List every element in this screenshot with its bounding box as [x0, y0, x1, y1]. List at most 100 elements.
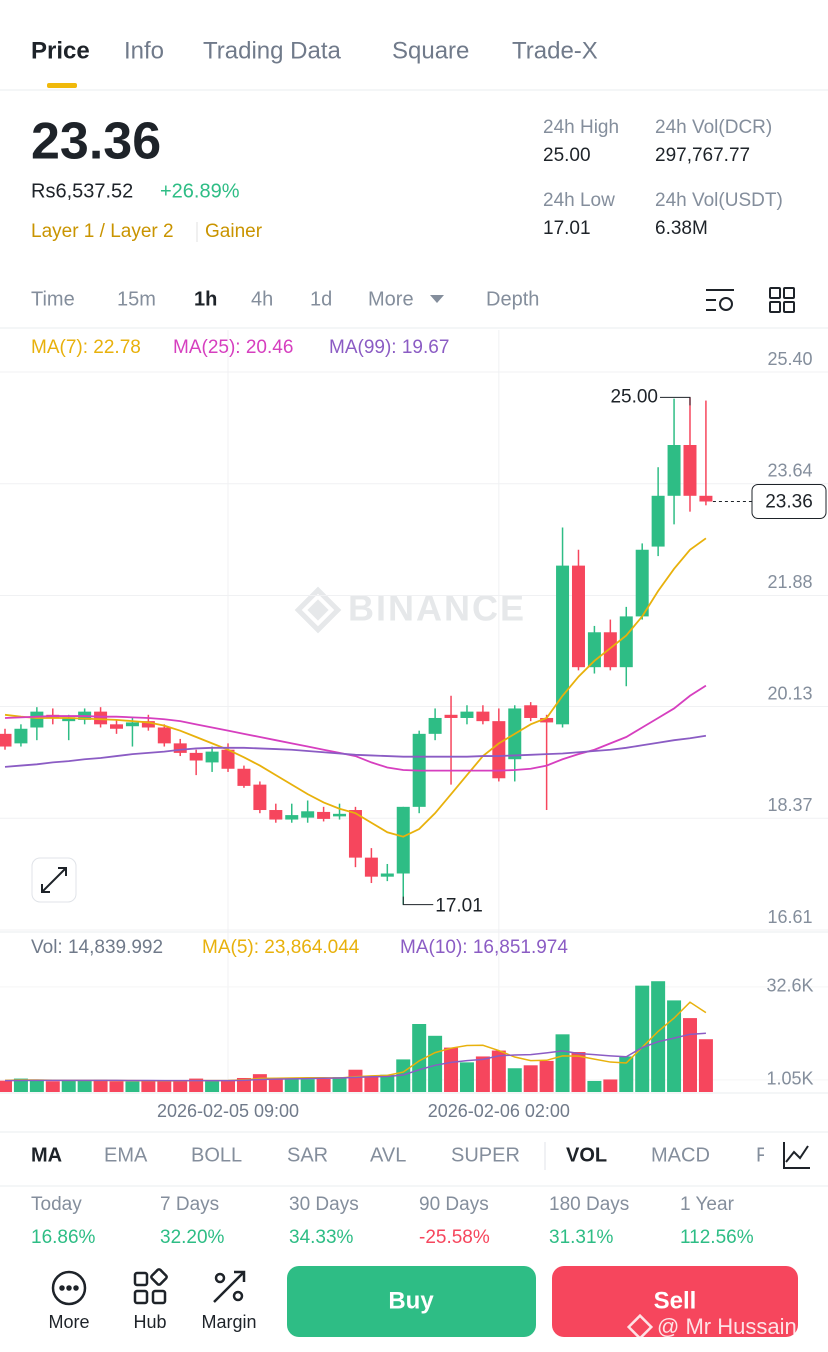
low-label: 17.01	[435, 896, 483, 917]
tag[interactable]: Gainer	[205, 221, 263, 242]
candle-body	[110, 724, 124, 729]
volume-bar	[539, 1060, 554, 1092]
low-marker	[402, 896, 434, 906]
candle-body	[62, 717, 76, 722]
volume-bar	[364, 1075, 379, 1092]
more-icon[interactable]	[51, 1270, 87, 1306]
ma-line	[4, 734, 707, 768]
last-price-box	[751, 484, 827, 520]
last-price-label: 23.36	[765, 492, 813, 513]
watermark: @ Mr Hussain	[626, 1314, 797, 1341]
candle-body	[428, 717, 442, 734]
sell-label[interactable]: Sell	[654, 1287, 697, 1314]
volume-bar	[428, 1035, 443, 1092]
volume-bar	[635, 985, 650, 1092]
volume-bar	[571, 1052, 586, 1092]
candle-body	[635, 549, 649, 617]
volume-bar	[348, 1069, 363, 1092]
volume-bar	[77, 1080, 92, 1092]
period-label: 1 Year	[680, 1194, 735, 1215]
hub-icon[interactable]	[133, 1268, 168, 1305]
legend-entry: MA(5): 23,864.044	[202, 937, 360, 958]
tab[interactable]: Square	[392, 37, 469, 64]
candle-body	[269, 810, 283, 820]
tab[interactable]: Trade-X	[512, 37, 598, 64]
candle-body	[444, 714, 458, 718]
tab[interactable]: Info	[124, 37, 164, 64]
volume-bar	[61, 1080, 76, 1092]
indicator[interactable]: EMA	[104, 1144, 148, 1166]
layout-icon[interactable]	[769, 287, 795, 313]
fiat-price: Rs6,537.52	[31, 180, 133, 202]
interval[interactable]: Time	[31, 288, 75, 310]
candle-body	[30, 711, 44, 728]
stat-label: 24h Vol(USDT)	[655, 190, 783, 211]
volume-bar	[475, 1056, 490, 1092]
candle-body	[476, 711, 490, 722]
legend-entry: MA(99): 19.67	[329, 337, 449, 358]
legend-entry: MA(10): 16,851.974	[400, 937, 568, 958]
candle-body	[699, 495, 713, 502]
period-change: 32.20%	[160, 1227, 225, 1248]
tag[interactable]: Layer 1 / Layer 2	[31, 221, 174, 242]
interval[interactable]: More	[368, 288, 414, 310]
stat-label: 24h Low	[543, 190, 615, 211]
candle-body	[556, 565, 570, 725]
indicator[interactable]: SUPER	[451, 1144, 520, 1166]
volume-bar	[300, 1079, 315, 1092]
indicator-settings-icon[interactable]	[783, 1142, 810, 1169]
period-change: 112.56%	[680, 1227, 754, 1248]
candle-body	[492, 721, 506, 779]
sell-button[interactable]	[552, 1266, 798, 1337]
indicator[interactable]: MACD	[651, 1144, 710, 1166]
x-tick-label: 2026-02-05 09:00	[157, 1101, 299, 1121]
y-tick-label: 16.61	[767, 907, 812, 927]
candle-body	[301, 811, 315, 818]
x-tick-label: 2026-02-06 02:00	[428, 1101, 570, 1121]
volume-bar	[444, 1047, 459, 1092]
volume-bar	[125, 1081, 140, 1092]
indicator[interactable]: SAR	[287, 1144, 328, 1166]
volume-bar	[189, 1078, 204, 1092]
indicator[interactable]: BOLL	[191, 1144, 242, 1166]
volume-bar	[13, 1078, 28, 1092]
candle-body	[540, 717, 554, 723]
stat-value: 25.00	[543, 145, 591, 166]
tab[interactable]: Price	[31, 37, 90, 64]
candle-body	[348, 810, 362, 858]
action-label[interactable]: Margin	[201, 1312, 256, 1332]
interval[interactable]: Depth	[486, 288, 539, 310]
action-label[interactable]: More	[48, 1312, 89, 1332]
chart-settings-icon[interactable]	[706, 289, 734, 311]
interval[interactable]: 1h	[194, 288, 217, 310]
candle-body	[285, 815, 299, 820]
buy-label[interactable]: Buy	[388, 1287, 434, 1314]
candle-body	[317, 811, 331, 819]
candle-body	[619, 616, 633, 668]
volume-bar	[523, 1065, 538, 1092]
indicator[interactable]: AVL	[370, 1144, 406, 1166]
price-change: +26.89%	[160, 180, 240, 202]
last-price: 23.36	[31, 113, 161, 171]
volume-bar	[651, 981, 666, 1092]
action-label[interactable]: Hub	[133, 1312, 166, 1332]
indicator[interactable]: MA	[31, 1144, 62, 1166]
candle-body	[94, 711, 108, 725]
candle-body	[603, 632, 617, 668]
buy-button[interactable]	[287, 1266, 536, 1337]
interval[interactable]: 15m	[117, 288, 156, 310]
volume-bar	[284, 1078, 299, 1092]
volume-bar	[459, 1062, 474, 1092]
interval[interactable]: 4h	[251, 288, 273, 310]
indicator[interactable]: VOL	[566, 1144, 607, 1166]
margin-icon[interactable]	[213, 1270, 246, 1303]
tab[interactable]: Trading Data	[203, 37, 342, 64]
legend-entry: MA(7): 22.78	[31, 337, 141, 358]
stat-value: 17.01	[543, 218, 591, 239]
expand-button[interactable]	[31, 857, 77, 903]
candle-body	[173, 743, 187, 753]
candle-body	[14, 728, 28, 744]
interval[interactable]: 1d	[310, 288, 332, 310]
